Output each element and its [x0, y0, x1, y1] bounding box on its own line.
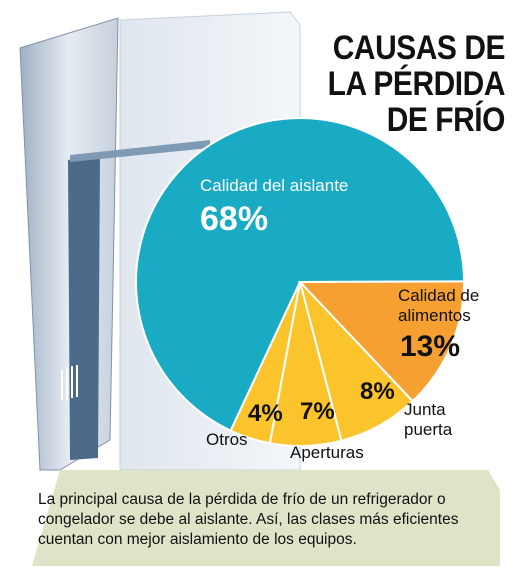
category-label: Aperturas	[290, 443, 400, 463]
chart-title: CAUSAS DE LA PÉRDIDA DE FRÍO	[303, 30, 505, 138]
category-label: Otros	[206, 430, 266, 450]
category-label: Junta puerta	[404, 400, 484, 440]
data-label: 4%	[248, 400, 283, 428]
fridge-door-edge	[68, 155, 100, 460]
data-label: 8%	[360, 378, 395, 406]
data-label: 68%	[200, 200, 268, 239]
caption: La principal causa de la pérdida de frío…	[38, 490, 498, 550]
infographic: CAUSAS DE LA PÉRDIDA DE FRÍO La principa…	[0, 0, 513, 571]
category-label: Calidad de alimentos	[398, 286, 508, 326]
data-label: 13%	[400, 330, 460, 364]
category-label: Calidad del aislante	[200, 176, 380, 196]
data-label: 7%	[300, 398, 335, 426]
